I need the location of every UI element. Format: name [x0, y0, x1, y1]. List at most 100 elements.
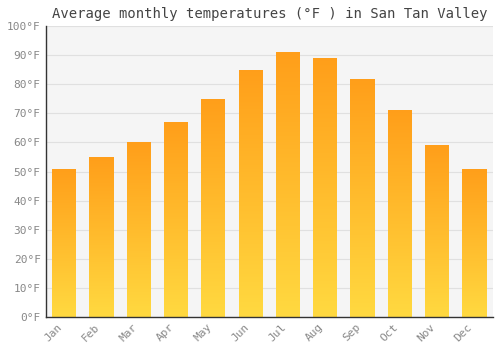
Bar: [238, 186, 263, 187]
Bar: [90, 245, 114, 246]
Bar: [462, 300, 486, 301]
Bar: [90, 182, 114, 183]
Bar: [425, 197, 449, 198]
Bar: [90, 167, 114, 168]
Bar: [350, 178, 374, 180]
Bar: [201, 246, 226, 247]
Bar: [164, 242, 188, 243]
Bar: [164, 196, 188, 197]
Bar: [90, 231, 114, 232]
Bar: [52, 289, 76, 290]
Bar: [201, 101, 226, 102]
Bar: [126, 192, 151, 193]
Bar: [350, 132, 374, 133]
Bar: [52, 243, 76, 244]
Bar: [90, 258, 114, 259]
Bar: [313, 215, 338, 216]
Bar: [388, 235, 412, 236]
Bar: [313, 289, 338, 291]
Bar: [201, 149, 226, 150]
Bar: [313, 247, 338, 248]
Bar: [313, 298, 338, 299]
Bar: [90, 291, 114, 292]
Bar: [425, 244, 449, 245]
Bar: [90, 160, 114, 161]
Bar: [201, 301, 226, 303]
Bar: [388, 189, 412, 190]
Bar: [425, 277, 449, 278]
Bar: [425, 160, 449, 161]
Bar: [313, 144, 338, 145]
Bar: [462, 205, 486, 206]
Bar: [90, 226, 114, 227]
Bar: [126, 146, 151, 147]
Bar: [238, 153, 263, 154]
Bar: [90, 227, 114, 228]
Bar: [126, 237, 151, 238]
Bar: [388, 116, 412, 117]
Bar: [425, 249, 449, 250]
Bar: [388, 257, 412, 258]
Bar: [126, 243, 151, 244]
Bar: [201, 177, 226, 178]
Bar: [276, 84, 300, 85]
Bar: [238, 119, 263, 120]
Bar: [350, 279, 374, 280]
Bar: [164, 212, 188, 213]
Bar: [462, 201, 486, 202]
Bar: [313, 176, 338, 177]
Bar: [52, 191, 76, 193]
Bar: [126, 307, 151, 308]
Bar: [276, 183, 300, 184]
Bar: [276, 100, 300, 102]
Bar: [164, 241, 188, 242]
Bar: [52, 218, 76, 219]
Bar: [388, 176, 412, 177]
Bar: [201, 304, 226, 305]
Bar: [201, 310, 226, 312]
Bar: [126, 215, 151, 216]
Bar: [350, 87, 374, 88]
Bar: [276, 223, 300, 224]
Bar: [350, 156, 374, 157]
Bar: [276, 132, 300, 133]
Bar: [313, 195, 338, 197]
Bar: [126, 196, 151, 197]
Bar: [276, 300, 300, 301]
Bar: [90, 273, 114, 274]
Bar: [462, 303, 486, 304]
Bar: [388, 253, 412, 254]
Bar: [164, 222, 188, 223]
Bar: [350, 296, 374, 298]
Bar: [238, 214, 263, 216]
Bar: [388, 263, 412, 264]
Bar: [276, 55, 300, 56]
Bar: [238, 313, 263, 314]
Bar: [276, 204, 300, 206]
Bar: [52, 278, 76, 279]
Bar: [126, 212, 151, 213]
Bar: [350, 251, 374, 252]
Bar: [350, 244, 374, 245]
Bar: [90, 223, 114, 224]
Bar: [350, 293, 374, 294]
Bar: [164, 248, 188, 250]
Bar: [238, 289, 263, 291]
Bar: [462, 270, 486, 271]
Bar: [276, 272, 300, 273]
Bar: [52, 312, 76, 313]
Bar: [350, 168, 374, 169]
Bar: [313, 240, 338, 242]
Bar: [462, 254, 486, 255]
Bar: [276, 259, 300, 260]
Bar: [276, 177, 300, 178]
Bar: [425, 240, 449, 241]
Bar: [388, 125, 412, 126]
Bar: [126, 159, 151, 160]
Bar: [52, 268, 76, 270]
Bar: [201, 176, 226, 177]
Bar: [238, 158, 263, 159]
Bar: [313, 266, 338, 268]
Bar: [90, 228, 114, 229]
Bar: [90, 211, 114, 212]
